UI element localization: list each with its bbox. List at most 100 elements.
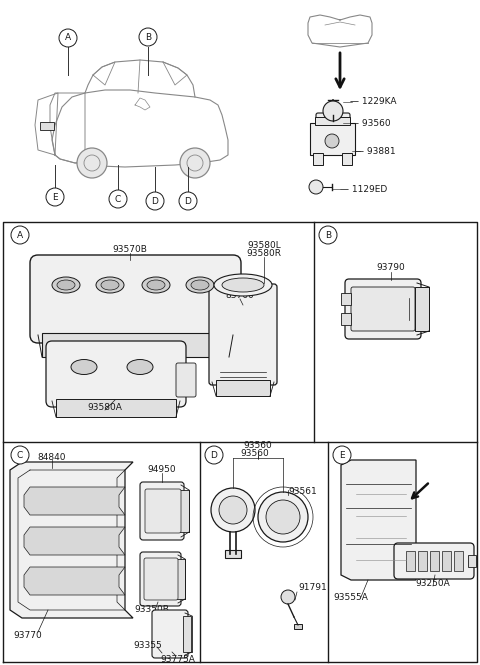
- Text: — 93881: — 93881: [355, 146, 396, 156]
- Text: — 93560: — 93560: [350, 118, 391, 128]
- Bar: [418, 551, 427, 571]
- Ellipse shape: [71, 360, 97, 374]
- Circle shape: [179, 192, 197, 210]
- Circle shape: [219, 496, 247, 524]
- Ellipse shape: [186, 277, 214, 293]
- FancyBboxPatch shape: [394, 543, 474, 579]
- Text: 93250A: 93250A: [416, 579, 450, 587]
- Bar: [342, 153, 352, 165]
- Text: — 1229KA: — 1229KA: [350, 98, 396, 106]
- Circle shape: [319, 226, 337, 244]
- Ellipse shape: [57, 280, 75, 290]
- Circle shape: [180, 148, 210, 178]
- Text: 83760: 83760: [226, 291, 254, 301]
- Text: A: A: [17, 231, 23, 239]
- Circle shape: [205, 446, 223, 464]
- Text: D: D: [152, 196, 158, 205]
- Text: 93580A: 93580A: [87, 402, 122, 412]
- Bar: [341, 293, 351, 305]
- Text: 93560: 93560: [244, 442, 272, 450]
- Text: D: D: [185, 196, 192, 205]
- Circle shape: [258, 492, 308, 542]
- FancyBboxPatch shape: [228, 284, 252, 330]
- Text: E: E: [52, 192, 58, 201]
- FancyBboxPatch shape: [209, 284, 277, 385]
- Bar: [56, 399, 176, 417]
- Circle shape: [309, 180, 323, 194]
- Text: E: E: [339, 450, 345, 460]
- Circle shape: [323, 101, 343, 121]
- FancyBboxPatch shape: [140, 482, 184, 540]
- FancyBboxPatch shape: [316, 113, 350, 135]
- Text: 93350B: 93350B: [134, 606, 169, 614]
- Text: B: B: [145, 33, 151, 41]
- Bar: [310, 123, 355, 155]
- Circle shape: [281, 590, 295, 604]
- Text: C: C: [17, 450, 23, 460]
- FancyBboxPatch shape: [30, 255, 241, 343]
- Ellipse shape: [147, 280, 165, 290]
- Bar: [294, 624, 302, 629]
- Bar: [40, 122, 54, 130]
- Text: 93775A: 93775A: [161, 654, 195, 664]
- Text: 93570B: 93570B: [113, 245, 147, 255]
- Circle shape: [146, 192, 164, 210]
- Bar: [313, 153, 323, 165]
- Bar: [183, 616, 191, 652]
- Ellipse shape: [96, 277, 124, 293]
- Text: 93580R: 93580R: [247, 249, 281, 259]
- Bar: [176, 559, 185, 599]
- Polygon shape: [24, 567, 125, 595]
- Text: 94950: 94950: [148, 465, 176, 475]
- FancyBboxPatch shape: [345, 279, 421, 339]
- Text: 91791: 91791: [298, 583, 327, 591]
- Circle shape: [266, 500, 300, 534]
- Text: A: A: [65, 33, 71, 43]
- Text: 83750A: 83750A: [223, 283, 257, 291]
- Bar: [341, 313, 351, 325]
- Bar: [406, 551, 415, 571]
- Text: D: D: [211, 450, 217, 460]
- FancyBboxPatch shape: [145, 489, 181, 533]
- Bar: [42, 333, 229, 357]
- Ellipse shape: [101, 280, 119, 290]
- Bar: [415, 287, 429, 331]
- Polygon shape: [24, 527, 125, 555]
- Ellipse shape: [191, 280, 209, 290]
- Bar: [216, 380, 270, 396]
- Polygon shape: [24, 487, 125, 515]
- Text: B: B: [325, 231, 331, 239]
- Text: 93355: 93355: [133, 640, 162, 650]
- Bar: [454, 551, 463, 571]
- FancyBboxPatch shape: [152, 610, 188, 658]
- FancyBboxPatch shape: [351, 287, 415, 331]
- FancyBboxPatch shape: [46, 341, 186, 407]
- Circle shape: [11, 446, 29, 464]
- Ellipse shape: [222, 278, 264, 292]
- Circle shape: [109, 190, 127, 208]
- Bar: [468, 555, 476, 567]
- Ellipse shape: [52, 277, 80, 293]
- Text: 93580L: 93580L: [247, 241, 281, 249]
- Circle shape: [325, 134, 339, 148]
- Bar: [179, 490, 189, 532]
- Polygon shape: [341, 460, 416, 580]
- Polygon shape: [10, 462, 133, 618]
- Bar: [430, 551, 439, 571]
- Circle shape: [139, 28, 157, 46]
- Text: 93555A: 93555A: [334, 593, 369, 602]
- Text: 93770: 93770: [13, 630, 42, 640]
- Text: 84840: 84840: [38, 452, 66, 462]
- Text: 93790: 93790: [377, 263, 406, 273]
- Ellipse shape: [142, 277, 170, 293]
- Circle shape: [211, 488, 255, 532]
- Circle shape: [59, 29, 77, 47]
- Ellipse shape: [214, 274, 272, 296]
- Text: 93560: 93560: [240, 448, 269, 458]
- FancyBboxPatch shape: [140, 552, 181, 606]
- Text: 93561: 93561: [288, 487, 317, 497]
- Circle shape: [333, 446, 351, 464]
- Bar: [315, 117, 350, 125]
- FancyBboxPatch shape: [144, 558, 178, 600]
- Circle shape: [11, 226, 29, 244]
